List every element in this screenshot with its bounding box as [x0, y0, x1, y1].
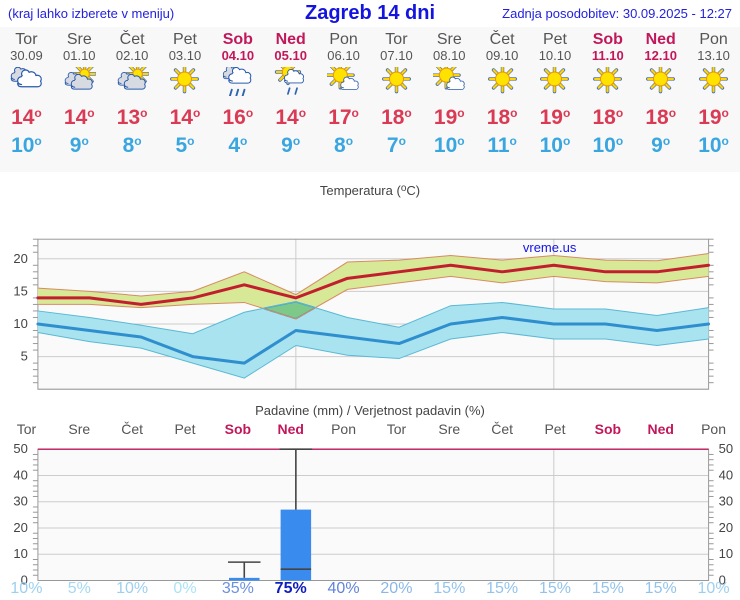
- svg-text:vreme.us: vreme.us: [523, 240, 577, 255]
- svg-text:15: 15: [13, 283, 27, 298]
- svg-text:30: 30: [13, 494, 27, 509]
- svg-text:20: 20: [13, 251, 27, 266]
- svg-text:10: 10: [13, 546, 27, 561]
- svg-text:30: 30: [719, 494, 733, 509]
- svg-text:5: 5: [21, 349, 28, 364]
- svg-text:10: 10: [13, 316, 27, 331]
- svg-text:10: 10: [719, 546, 733, 561]
- svg-text:20: 20: [719, 520, 733, 535]
- svg-text:40: 40: [13, 467, 27, 482]
- svg-text:50: 50: [719, 441, 733, 456]
- svg-text:40: 40: [719, 467, 733, 482]
- svg-text:50: 50: [13, 441, 27, 456]
- svg-text:20: 20: [13, 520, 27, 535]
